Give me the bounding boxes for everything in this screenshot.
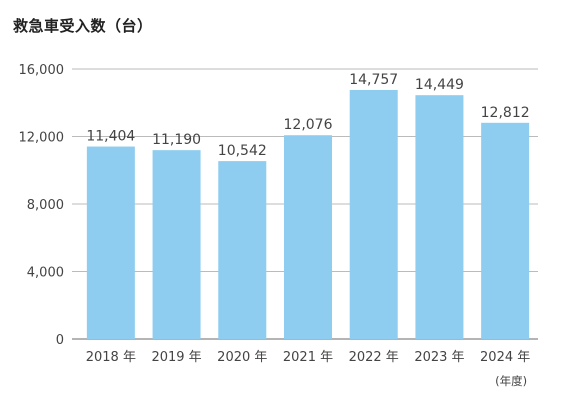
x-tick-label: 2022 年 [349, 350, 399, 365]
bar [349, 89, 398, 340]
bar-value-label: 14,449 [415, 77, 464, 93]
bar [415, 95, 464, 339]
bar [218, 161, 267, 339]
x-unit-label: (年度) [495, 374, 527, 388]
x-tick-label: 2018 年 [86, 350, 136, 365]
bar-value-label: 11,404 [86, 129, 135, 145]
bar [152, 150, 201, 339]
y-tick-label: 0 [56, 333, 64, 348]
bar-value-label: 12,812 [481, 105, 530, 121]
y-tick-label: 8,000 [27, 198, 64, 213]
bar-value-label: 11,190 [152, 132, 201, 148]
x-tick-label: 2020 年 [217, 350, 267, 365]
bar [86, 146, 135, 339]
x-tick-label: 2019 年 [151, 350, 201, 365]
x-tick-label: 2023 年 [414, 350, 464, 365]
y-tick-label: 16,000 [19, 63, 65, 78]
bar [481, 122, 530, 339]
chart-title: 救急車受入数（台） [13, 17, 153, 35]
bar-value-label: 10,542 [218, 143, 267, 159]
x-tick-label: 2024 年 [480, 350, 530, 365]
x-tick-label: 2021 年 [283, 350, 333, 365]
y-tick-label: 4,000 [27, 266, 64, 281]
y-tick-label: 12,000 [19, 131, 65, 146]
bar [284, 135, 332, 339]
bar-value-label: 12,076 [284, 117, 333, 133]
bar-value-label: 14,757 [349, 72, 398, 88]
